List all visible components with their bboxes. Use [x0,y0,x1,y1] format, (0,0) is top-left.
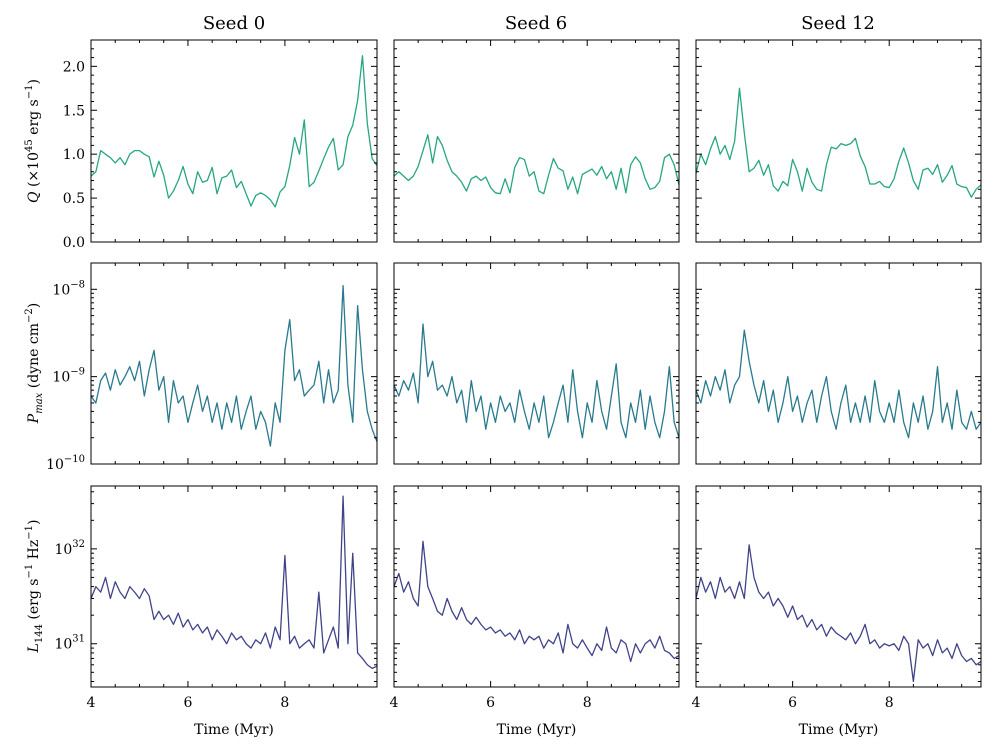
panel-q-seed-col-2 [695,39,982,243]
panel-frame [393,262,680,465]
panel-frame [90,39,378,243]
x-tick-label: 8 [583,695,592,711]
panel-frame [695,262,982,465]
panel-q-seed-col-1 [393,39,680,243]
panel-p-seed-col-0: 10−10 10−9 10−8 [46,262,378,473]
panel-frame [90,485,378,688]
y-tick-label: 0.5 [63,191,85,207]
y-tick-label: 0.0 [63,235,85,251]
column-title-seed-6: Seed 6 [505,13,567,34]
panel-l-seed-col-1: 4 6 8 [390,485,680,711]
series-line-p-col-2 [695,329,982,439]
panel-l-seed-col-2: 4 6 8 [692,485,982,711]
xlabel-time: Time (Myr) [497,722,577,738]
y-tick-label: 2.0 [63,59,85,75]
column-titles: Seed 0 Seed 6 Seed 12 [203,13,875,34]
x-tick-label: 8 [885,695,894,711]
panel-frame [695,39,982,243]
x-tick-label: 4 [87,695,96,711]
panel-frame [393,39,680,243]
y-tick-label: 1031 [54,634,85,653]
column-title-seed-0: Seed 0 [203,13,265,34]
x-tick-label: 4 [692,695,701,711]
y-axis-labels: Q (×1045 erg s−1) Pmax (dyne cm−2) L144 … [24,79,45,653]
series-line-p-col-0 [90,285,378,447]
panel-p-seed-col-1 [393,262,680,465]
y-tick-label: 1032 [54,539,85,558]
y-tick-label: 10−10 [46,454,85,473]
series-line-q-col-1 [393,134,680,195]
series-line-l-col-2 [695,544,982,683]
series-line-l-col-0 [90,495,378,670]
x-tick-label: 6 [183,695,192,711]
x-tick-label: 6 [486,695,495,711]
y-tick-label: 1.5 [63,103,85,119]
y-tick-label: 1.0 [63,147,85,163]
x-tick-label: 6 [788,695,797,711]
series-line-p-col-1 [393,323,680,439]
panel-frame [90,262,378,465]
xlabel-time: Time (Myr) [194,722,274,738]
panel-q-seed-col-0: 0.0 0.5 1.0 1.5 2.0 [63,39,378,251]
panel-p-seed-col-2 [695,262,982,465]
series-line-q-col-0 [90,55,378,208]
x-tick-label: 4 [390,695,399,711]
series-line-l-col-1 [393,540,680,663]
panel-l-seed-col-0: 4 6 8 1031 1032 [54,485,378,711]
ylabel-l144: L144 (erg s−1 Hz−1) [24,520,45,654]
y-tick-label: 10−8 [52,279,85,298]
y-tick-label: 10−9 [52,367,85,386]
x-tick-label: 8 [280,695,289,711]
panel-frame [393,485,680,688]
series-line-q-col-2 [695,87,982,198]
ylabel-q: Q (×1045 erg s−1) [24,79,42,203]
ylabel-pmax: Pmax (dyne cm−2) [24,303,45,424]
xlabel-time: Time (Myr) [799,722,879,738]
column-title-seed-12: Seed 12 [801,13,875,34]
